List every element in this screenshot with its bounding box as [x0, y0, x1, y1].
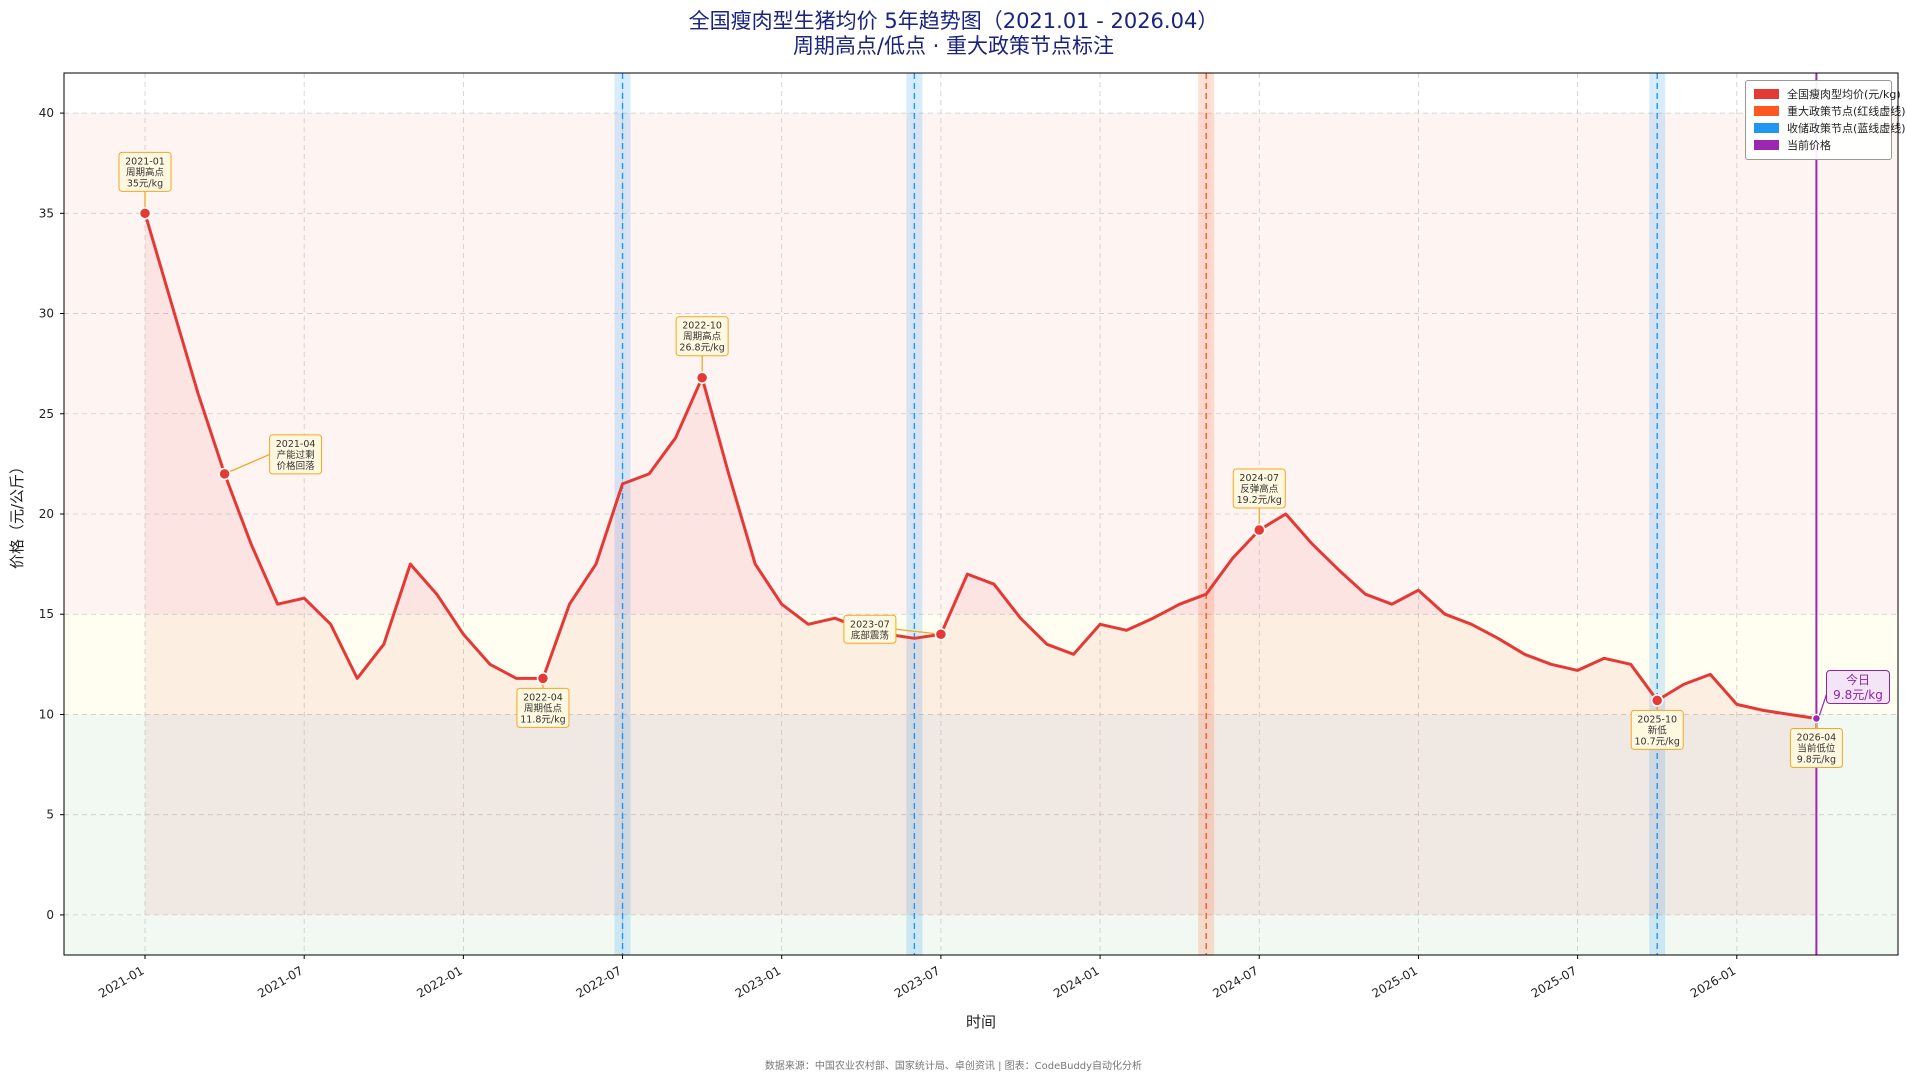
chart-legend: 全国瘦肉型均价(元/kg) 重大政策节点(红线虚线) 收储政策节点(蓝线虚线) 当前价…: [1745, 80, 1906, 160]
annotation-text: 2022-04: [523, 692, 563, 703]
highlight-point: [1253, 523, 1266, 537]
legend-label: 全国瘦肉型均价(元/kg): [1787, 87, 1901, 101]
legend-item: 当前价格: [1754, 137, 1831, 152]
legend-item: 重大政策节点(红线虚线): [1754, 103, 1906, 118]
legend-item: 收储政策节点(蓝线虚线): [1754, 120, 1906, 135]
annotation-box: [1232, 468, 1286, 509]
x-tick-label: 2025-07: [1529, 963, 1579, 1000]
highlight-point: [536, 672, 550, 685]
y-axis-label: 价格（元/公斤）: [8, 459, 26, 569]
annotation-text: 产能过剩: [277, 449, 315, 461]
x-tick-label: 2026-01: [1688, 963, 1738, 1000]
annotation-text: 反弹高点: [1240, 483, 1279, 495]
chart-title: 全国瘦肉型生猪均价 5年趋势图（2021.01 - 2026.04）: [688, 9, 1219, 33]
annotation-text: 周期高点: [126, 166, 165, 178]
x-axis-label: 时间: [966, 1013, 996, 1031]
annotation-box: [1789, 727, 1843, 768]
annotation-text: 2023-07: [850, 619, 890, 630]
x-tick-label: 2025-01: [1370, 963, 1420, 1000]
legend-item: 全国瘦肉型均价(元/kg): [1754, 86, 1901, 101]
y-tick-label: 5: [46, 808, 54, 822]
chart-subtitle: 周期高点/低点 · 重大政策节点标注: [792, 34, 1115, 58]
annotation-text: 价格回落: [277, 460, 316, 472]
legend-swatch: [1754, 88, 1779, 99]
annotation-text: 2021-01: [125, 156, 165, 167]
highlight-point: [138, 207, 152, 220]
annotation-box: [118, 151, 172, 192]
annotation-text: 35元/kg: [127, 178, 163, 189]
annotation-arrow-1: [224, 453, 270, 475]
background-band-0: [64, 113, 1898, 615]
x-tick-label: 2024-01: [1051, 963, 1101, 1000]
x-tick-label: 2021-01: [96, 963, 146, 1000]
x-tick-label: 2023-01: [733, 963, 783, 1000]
annotation-text: 周期低点: [524, 702, 563, 714]
annotation-box: [675, 316, 729, 357]
today-value: 9.8元/kg: [1833, 688, 1883, 702]
legend-label: 重大政策节点(红线虚线): [1787, 104, 1906, 118]
price-series-line: [143, 212, 1817, 720]
x-tick-label: 2021-07: [255, 963, 305, 1000]
annotation-text: 19.2元/kg: [1237, 495, 1282, 506]
annotation-box: [1630, 709, 1684, 750]
annotation-text: 11.8元/kg: [520, 714, 565, 725]
highlight-point: [1650, 694, 1664, 707]
today-price-callout: 今日 9.8元/kg: [1826, 670, 1890, 704]
annotation-box: [843, 614, 897, 644]
annotation-text: 9.8元/kg: [1797, 754, 1836, 765]
highlight-point: [1811, 713, 1822, 724]
annotation-text: 2026-04: [1797, 732, 1837, 743]
annotation-text: 周期高点: [683, 331, 722, 343]
highlight-point: [695, 371, 709, 384]
annotation-text: 底部震荡: [851, 629, 889, 641]
annotation-text: 新低: [1648, 724, 1668, 736]
x-tick-label: 2022-07: [574, 963, 624, 1000]
chart-footer: 数据来源：中国农业农村部、国家统计局、卓创资讯 | 图表：CodeBuddy自动…: [764, 1061, 1143, 1072]
legend-swatch: [1754, 139, 1779, 150]
y-tick-label: 20: [39, 507, 54, 521]
price-area-fill: [145, 213, 1817, 915]
legend-label: 收储政策节点(蓝线虚线): [1787, 121, 1906, 135]
y-tick-label: 35: [39, 206, 54, 220]
y-tick-label: 15: [39, 607, 54, 621]
x-tick-label: 2024-07: [1210, 963, 1260, 1000]
annotation-arrow-4: [895, 628, 941, 635]
legend-swatch: [1754, 105, 1779, 116]
legend-label: 当前价格: [1787, 138, 1831, 152]
y-tick-label: 10: [39, 707, 54, 721]
annotation-text: 2022-10: [682, 321, 722, 332]
annotation-box: [516, 687, 570, 728]
annotation-text: 10.7元/kg: [1635, 736, 1680, 747]
y-tick-label: 40: [39, 106, 54, 120]
y-tick-label: 0: [46, 908, 54, 922]
today-label: 今日: [1845, 673, 1870, 687]
annotation-box: [269, 434, 323, 475]
annotation-text: 2024-07: [1239, 473, 1279, 484]
highlight-point: [934, 628, 948, 641]
annotation-text: 2025-10: [1637, 714, 1677, 725]
background-band-2: [64, 714, 1898, 955]
x-tick-label: 2023-07: [892, 963, 942, 1000]
y-tick-label: 25: [39, 407, 54, 421]
annotation-text: 当前低位: [1797, 742, 1836, 754]
annotation-text: 26.8元/kg: [679, 343, 724, 354]
annotation-text: 2021-04: [276, 439, 316, 450]
x-tick-label: 2022-01: [414, 963, 464, 1000]
y-tick-label: 30: [39, 307, 54, 321]
legend-swatch: [1754, 122, 1779, 133]
highlight-point: [218, 467, 231, 481]
